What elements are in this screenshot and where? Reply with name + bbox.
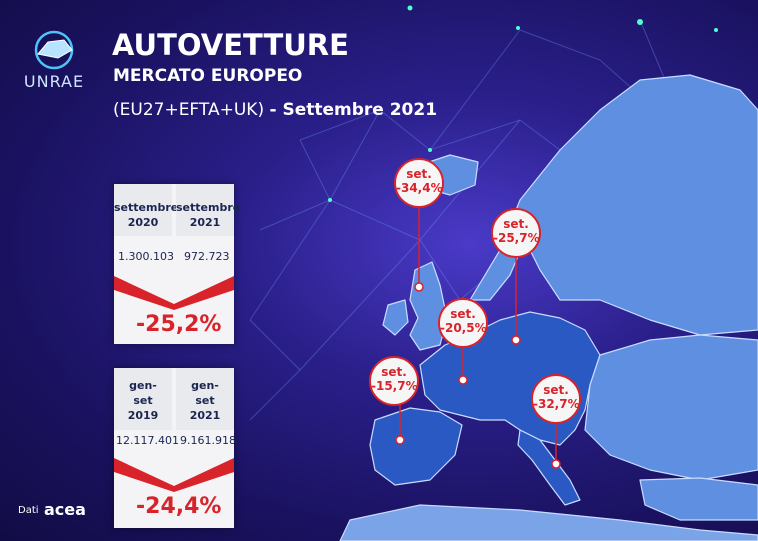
unrae-logo [34,30,74,70]
month-down-arrow [114,276,234,310]
map-africa [339,504,758,541]
map-turkey [639,477,758,521]
ytd-value-2019: 12.117.401 [116,434,179,447]
page-subtitle: MERCATO EUROPEO [113,66,303,86]
ytd-col2-label: gen-set 2021 [176,368,234,430]
logo-text: UNRAE [23,72,85,91]
ytd-change: -24,4% [136,494,222,519]
region-text: (EU27+EFTA+UK) [113,100,265,120]
source-prefix: Dati [18,505,39,516]
ytd-col1-label: gen-set 2019 [114,368,172,430]
month-value-2020: 1.300.103 [118,250,174,263]
period-line: (EU27+EFTA+UK) - Settembre 2021 [113,100,437,120]
month-col1-label: settembre 2020 [114,184,178,236]
map-iberia [369,407,463,486]
acea-logo: acea [44,500,86,519]
month-value-2021: 972.723 [184,250,230,263]
period-text: - Settembre 2021 [269,100,438,120]
ytd-value-2021: 9.161.918 [180,434,236,447]
ytd-down-arrow [114,458,234,492]
month-col2-label: settembre 2021 [176,184,240,236]
map-ireland [382,299,409,336]
map-italy [517,429,581,506]
month-change: -25,2% [136,312,222,337]
page-title: AUTOVETTURE [112,28,349,62]
